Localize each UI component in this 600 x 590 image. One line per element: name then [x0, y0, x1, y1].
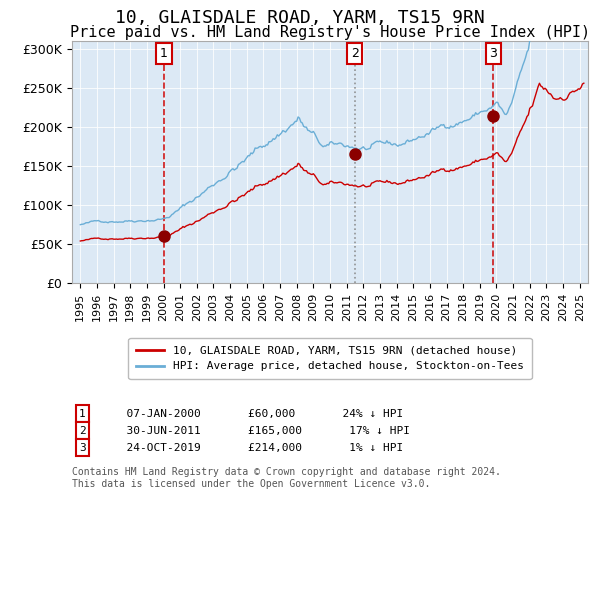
Text: 30-JUN-2011       £165,000       17% ↓ HPI: 30-JUN-2011 £165,000 17% ↓ HPI [113, 426, 410, 436]
Text: Contains HM Land Registry data © Crown copyright and database right 2024.
This d: Contains HM Land Registry data © Crown c… [72, 467, 501, 489]
Legend: 10, GLAISDALE ROAD, YARM, TS15 9RN (detached house), HPI: Average price, detache: 10, GLAISDALE ROAD, YARM, TS15 9RN (deta… [128, 338, 532, 379]
Text: 3: 3 [79, 442, 86, 453]
Text: 1: 1 [79, 409, 86, 419]
Title: Price paid vs. HM Land Registry's House Price Index (HPI): Price paid vs. HM Land Registry's House … [70, 25, 590, 40]
Text: 1: 1 [160, 47, 168, 60]
Text: 10, GLAISDALE ROAD, YARM, TS15 9RN: 10, GLAISDALE ROAD, YARM, TS15 9RN [115, 9, 485, 27]
Text: 3: 3 [490, 47, 497, 60]
Text: 2: 2 [79, 426, 86, 436]
Text: 24-OCT-2019       £214,000       1% ↓ HPI: 24-OCT-2019 £214,000 1% ↓ HPI [113, 442, 404, 453]
Text: 2: 2 [351, 47, 359, 60]
Text: 07-JAN-2000       £60,000       24% ↓ HPI: 07-JAN-2000 £60,000 24% ↓ HPI [113, 409, 404, 419]
